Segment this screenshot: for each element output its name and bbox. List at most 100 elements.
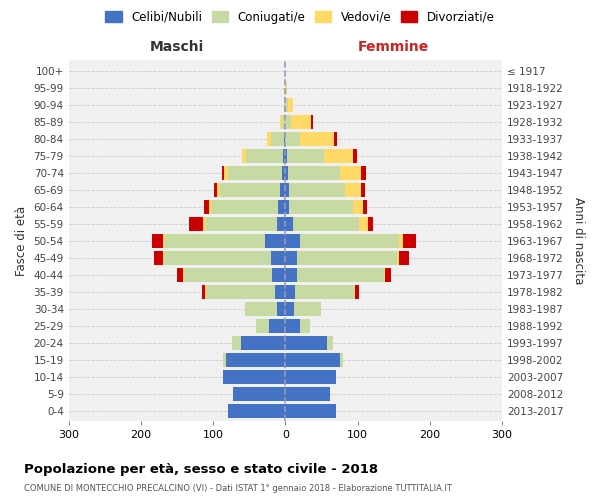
Bar <box>284 98 286 112</box>
Bar <box>265 234 286 247</box>
Bar <box>289 182 346 196</box>
Text: Popolazione per età, sesso e stato civile - 2018: Popolazione per età, sesso e stato civil… <box>24 462 378 475</box>
Bar <box>271 250 286 264</box>
Bar <box>355 284 359 298</box>
Bar <box>311 114 313 128</box>
Bar <box>163 250 164 264</box>
Bar <box>278 200 286 213</box>
Bar <box>233 387 286 400</box>
Bar <box>245 302 277 316</box>
Bar <box>209 200 212 213</box>
Bar <box>256 318 269 332</box>
Bar <box>214 182 217 196</box>
Bar <box>286 166 287 179</box>
Bar <box>403 234 416 247</box>
Bar <box>287 166 340 179</box>
Bar <box>227 166 282 179</box>
Bar <box>361 166 366 179</box>
Bar <box>286 200 289 213</box>
Bar <box>400 250 409 264</box>
Bar <box>293 216 359 230</box>
Bar <box>241 336 286 349</box>
Bar <box>397 250 400 264</box>
Bar <box>277 216 286 230</box>
Bar <box>269 318 286 332</box>
Bar <box>359 216 368 230</box>
Y-axis label: Fasce di età: Fasce di età <box>15 206 28 276</box>
Bar <box>205 200 209 213</box>
Bar <box>280 114 282 128</box>
Bar <box>286 132 300 145</box>
Bar <box>206 216 277 230</box>
Bar <box>242 148 245 162</box>
Bar <box>226 353 286 366</box>
Bar <box>289 200 353 213</box>
Bar <box>152 234 163 247</box>
Legend: Celibi/Nubili, Coniugati/e, Vedovi/e, Divorziati/e: Celibi/Nubili, Coniugati/e, Vedovi/e, Di… <box>100 6 500 28</box>
Bar <box>286 284 295 298</box>
Bar <box>300 132 334 145</box>
Bar <box>353 148 357 162</box>
Bar <box>297 268 383 281</box>
Bar <box>220 182 280 196</box>
Bar <box>286 80 287 94</box>
Bar <box>325 148 353 162</box>
Bar <box>275 284 286 298</box>
Bar <box>232 336 241 349</box>
Bar <box>286 268 297 281</box>
Bar <box>212 200 278 213</box>
Bar <box>346 182 361 196</box>
Bar <box>286 318 300 332</box>
Bar <box>286 404 336 417</box>
Bar <box>327 336 333 349</box>
Text: Femmine: Femmine <box>358 40 430 54</box>
Bar <box>177 268 183 281</box>
Bar <box>353 200 364 213</box>
Bar <box>223 370 286 384</box>
Bar <box>385 268 391 281</box>
Bar <box>286 234 300 247</box>
Bar <box>183 268 184 281</box>
Bar <box>383 268 385 281</box>
Bar <box>202 284 205 298</box>
Bar <box>268 132 271 145</box>
Bar <box>282 114 286 128</box>
Bar <box>286 182 289 196</box>
Bar <box>368 216 373 230</box>
Bar <box>340 166 361 179</box>
Bar <box>340 353 343 366</box>
Bar <box>287 98 293 112</box>
Bar <box>227 404 286 417</box>
Bar <box>400 234 403 247</box>
Bar <box>166 234 265 247</box>
Bar <box>286 98 287 112</box>
Bar <box>217 182 220 196</box>
Bar <box>300 318 310 332</box>
Bar <box>188 216 203 230</box>
Bar <box>205 284 206 298</box>
Bar <box>224 166 227 179</box>
Bar <box>222 166 224 179</box>
Bar <box>277 302 286 316</box>
Bar <box>286 302 294 316</box>
Bar <box>284 132 286 145</box>
Bar <box>184 268 272 281</box>
Bar <box>286 250 297 264</box>
Bar <box>286 353 340 366</box>
Bar <box>163 234 166 247</box>
Bar <box>295 284 355 298</box>
Y-axis label: Anni di nascita: Anni di nascita <box>572 197 585 284</box>
Bar <box>223 353 226 366</box>
Bar <box>206 284 275 298</box>
Bar <box>283 148 286 162</box>
Bar <box>280 182 286 196</box>
Bar <box>245 148 283 162</box>
Bar <box>300 234 400 247</box>
Bar <box>282 166 286 179</box>
Bar <box>286 216 293 230</box>
Bar <box>294 302 322 316</box>
Text: Maschi: Maschi <box>150 40 204 54</box>
Bar <box>286 114 291 128</box>
Text: COMUNE DI MONTECCHIO PRECALCINO (VI) - Dati ISTAT 1° gennaio 2018 - Elaborazione: COMUNE DI MONTECCHIO PRECALCINO (VI) - D… <box>24 484 452 493</box>
Bar <box>164 250 271 264</box>
